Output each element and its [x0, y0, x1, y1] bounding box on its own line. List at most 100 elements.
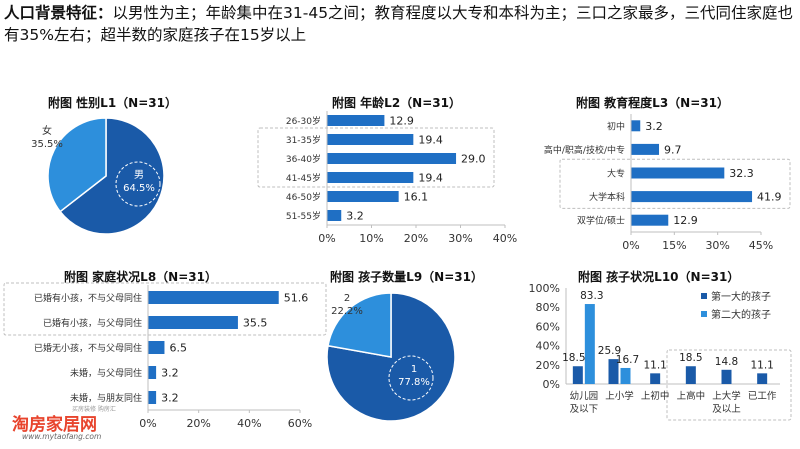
child_status-bar-s2-0 — [584, 304, 595, 384]
age-category-label-2: 36-40岁 — [286, 153, 321, 165]
family-value-label-0: 51.6 — [284, 292, 309, 305]
education-category-label-0: 初中 — [607, 120, 625, 132]
family-value-label-2: 6.5 — [169, 342, 187, 355]
family-highlight-box-0 — [3, 282, 327, 336]
family-bar-3 — [148, 366, 157, 379]
gender-slice-1 — [47, 117, 107, 213]
headline-bold: 人口背景特征： — [4, 4, 113, 22]
education-tick-label-3: 45% — [749, 239, 773, 252]
child_status-tick-label-3: 60% — [536, 320, 560, 333]
children-highlight-ring — [388, 355, 434, 401]
child_status-category-label-5-0: 已工作 — [748, 390, 777, 402]
child_status-legend-label-1: 第二大的孩子 — [711, 308, 771, 321]
education-tick-label-0: 0% — [622, 239, 639, 252]
education-category-label-1: 高中/职高/技校/中专 — [544, 144, 625, 156]
child_status-category-label-0-0: 幼儿园 — [570, 390, 599, 402]
child_status-category-label-3-0: 上高中 — [677, 390, 706, 402]
child_status-value-label-s1-3: 18.5 — [679, 352, 702, 364]
age-value-label-0: 12.9 — [389, 115, 414, 128]
gender-highlight-ring — [115, 161, 161, 207]
family-category-label-0: 已婚有小孩，不与父母同住 — [34, 292, 142, 304]
child_status-value-label-s1-4: 14.8 — [715, 356, 738, 368]
education-bar-1 — [631, 143, 660, 155]
child_status-tick-label-4: 80% — [536, 301, 560, 314]
education-bar-4 — [631, 214, 669, 226]
age-bar-1 — [327, 134, 414, 145]
family-bar-4 — [148, 391, 157, 404]
age-bar-4 — [327, 191, 399, 202]
family-tick-label-0: 0% — [139, 417, 156, 430]
education-tick-label-1: 15% — [662, 239, 686, 252]
age-highlight-box-0 — [257, 127, 495, 188]
age-tick-label-1: 10% — [359, 232, 383, 245]
child_status-tick-label-2: 40% — [536, 340, 560, 353]
family-bar-0 — [148, 291, 279, 304]
age-chart-title: 附图 年龄L2（N=31） — [332, 96, 461, 110]
children-slice-value-1: 22.2% — [331, 306, 363, 317]
child_status-bar-s1-5 — [757, 373, 768, 384]
child_status-bar-s1-3 — [685, 366, 696, 384]
child_status-bar-s1-2 — [650, 373, 661, 384]
education-bar-0 — [631, 120, 641, 132]
age-value-label-2: 29.0 — [461, 153, 486, 166]
family-value-label-1: 35.5 — [243, 317, 268, 330]
family-category-label-1: 已婚有小孩，与父母同住 — [43, 317, 142, 329]
children-chart-title: 附图 孩子数量L9（N=31） — [330, 270, 483, 284]
children-slice-1 — [327, 292, 392, 358]
family-bar-1 — [148, 316, 238, 329]
education-chart-title: 附图 教育程度L3（N=31） — [576, 96, 729, 110]
age-value-label-5: 3.2 — [346, 210, 364, 223]
child_status-category-label-4-0: 上大学 — [712, 390, 741, 402]
gender-slice-value-1: 35.5% — [31, 139, 63, 150]
age-value-label-1: 19.4 — [418, 134, 443, 147]
child_status-value-label-s1-5: 11.1 — [750, 359, 773, 371]
education-tick-label-2: 30% — [705, 239, 729, 252]
education-bar-3 — [631, 191, 753, 203]
child_status-tick-label-5: 100% — [529, 282, 560, 295]
logo-url: www.mytaofang.com — [22, 432, 102, 441]
family-value-label-4: 3.2 — [161, 392, 179, 405]
headline-text: 以男性为主；年龄集中在31-45之间；教育程度以大专和本科为主；三口之家最多，三… — [4, 4, 794, 44]
child_status-tick-label-1: 20% — [536, 359, 560, 372]
child_status-bar-s1-0 — [572, 366, 583, 384]
family-category-label-3: 未婚，与父母同住 — [70, 367, 142, 379]
gender-slice-value-0: 64.5% — [123, 183, 155, 194]
education-value-label-1: 9.7 — [664, 143, 682, 156]
education-bar-2 — [631, 167, 725, 179]
family-tick-label-1: 20% — [186, 417, 210, 430]
child_status-category-label-0-1: 及以下 — [570, 404, 599, 415]
children-slice-value-0: 77.8% — [398, 377, 430, 388]
child_status-legend-swatch-0 — [701, 293, 707, 299]
education-highlight-box-0 — [559, 158, 791, 209]
logo-brand: 淘房家居网 — [12, 415, 97, 435]
child_status-value-label-s1-1: 25.9 — [598, 345, 621, 357]
education-value-label-4: 12.9 — [673, 214, 698, 227]
education-category-label-4: 双学位/硕士 — [577, 215, 625, 227]
child_status-category-label-4-1: 及以上 — [712, 404, 741, 415]
education-value-label-3: 41.9 — [757, 191, 782, 204]
education-category-label-3: 大学本科 — [589, 191, 625, 203]
age-category-label-3: 41-45岁 — [286, 172, 321, 184]
child_status-legend-label-0: 第一大的孩子 — [711, 290, 771, 303]
family-tick-label-3: 60% — [288, 417, 312, 430]
child_status-value-label-s1-0: 18.5 — [562, 352, 585, 364]
education-value-label-2: 32.3 — [729, 167, 754, 180]
gender-slice-label-0: 男 — [134, 169, 144, 181]
age-tick-label-2: 20% — [404, 232, 428, 245]
age-bar-2 — [327, 153, 457, 164]
child_status-category-label-2-0: 上初中 — [641, 390, 670, 402]
education-category-label-2: 大专 — [607, 168, 625, 180]
child_status-category-label-1-0: 上小学 — [605, 390, 634, 402]
age-category-label-1: 31-35岁 — [286, 134, 321, 146]
age-tick-label-4: 40% — [493, 232, 517, 245]
family-category-label-2: 已婚无小孩，不与父母同住 — [34, 342, 142, 354]
family-chart-title: 附图 家庭状况L8（N=31） — [64, 270, 217, 284]
family-bar-2 — [148, 341, 165, 354]
child_status-legend-swatch-1 — [701, 311, 707, 317]
age-tick-label-3: 30% — [448, 232, 472, 245]
children-slice-label-0: 1 — [411, 364, 417, 375]
child_status-tick-label-0: 0% — [543, 378, 560, 391]
age-value-label-4: 16.1 — [404, 191, 429, 204]
family-tick-label-2: 40% — [237, 417, 261, 430]
